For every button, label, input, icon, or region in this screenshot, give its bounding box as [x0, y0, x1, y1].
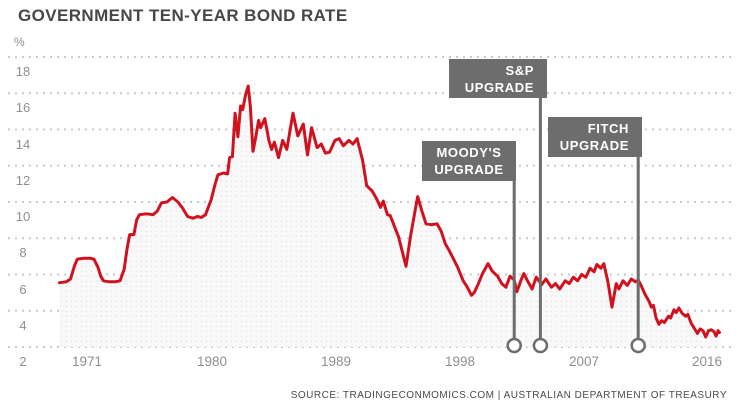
- annotation-fitch-line2: UPGRADE: [559, 138, 629, 153]
- y-tick-label: 2: [19, 354, 27, 369]
- y-tick-label: 16: [15, 100, 31, 115]
- annotation-moodys-line1: MOODY'S: [436, 145, 502, 160]
- y-tick-label: 12: [15, 173, 31, 188]
- source-attribution: SOURCE: TRADINGECONMOMICS.COM | AUSTRALI…: [290, 390, 727, 401]
- y-tick-label: 6: [19, 282, 27, 297]
- x-tick-label: 2016: [691, 354, 723, 369]
- annotation-sp-upgrade: S&P UPGRADE: [449, 59, 547, 98]
- y-axis-unit-label: %: [14, 35, 25, 49]
- annotation-sp-line1: S&P: [505, 62, 534, 78]
- x-tick-label: 2007: [568, 354, 600, 369]
- y-tick-label: 14: [15, 137, 31, 152]
- y-tick-label: 10: [15, 209, 31, 224]
- annotation-fitch-upgrade: FITCH UPGRADE: [548, 117, 642, 157]
- x-tick-label: 1998: [444, 354, 476, 369]
- annotation-sp-line2: UPGRADE: [464, 79, 534, 95]
- x-tick-label: 1971: [71, 354, 103, 369]
- chart-title: GOVERNMENT TEN-YEAR BOND RATE: [18, 6, 348, 25]
- annotation-moodys-upgrade: MOODY'S UPGRADE: [422, 141, 516, 181]
- y-tick-label: 8: [19, 245, 27, 260]
- y-tick-label: 18: [15, 64, 31, 79]
- x-tick-label: 1980: [196, 354, 228, 369]
- y-tick-label: 4: [19, 318, 27, 333]
- annotation-moodys-line2: UPGRADE: [434, 162, 504, 177]
- x-tick-label: 1989: [320, 354, 352, 369]
- annotation-fitch-line1: FITCH: [587, 121, 629, 136]
